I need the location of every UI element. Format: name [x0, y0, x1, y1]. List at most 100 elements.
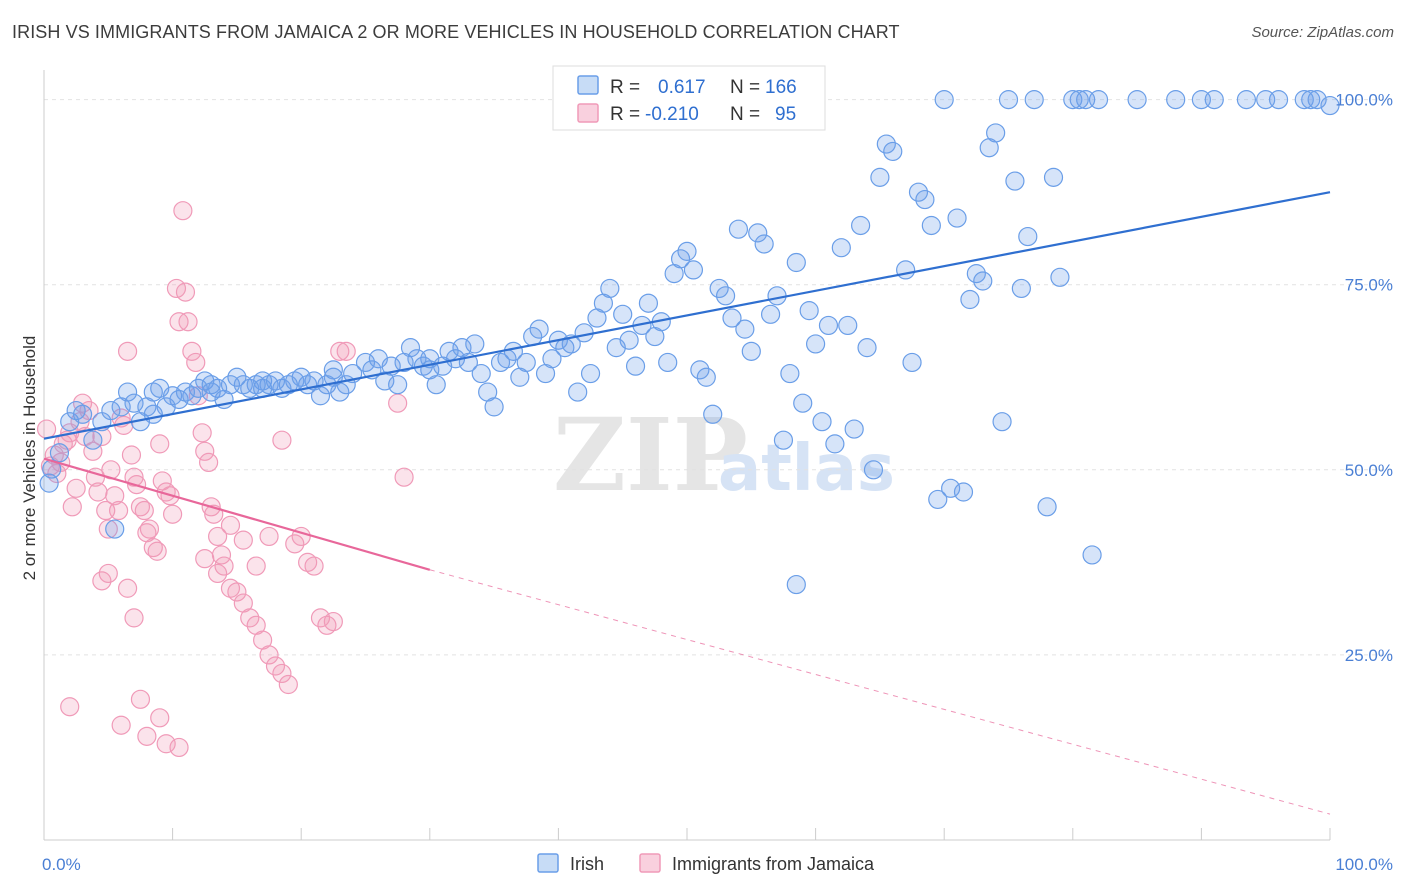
- irish-point-37: [291, 367, 311, 387]
- jamaica-point-69: [304, 556, 324, 576]
- jamaica-point-62: [259, 645, 279, 665]
- irish-point-141: [973, 271, 993, 291]
- irish-point-150: [1037, 497, 1057, 517]
- irish-point-119: [825, 434, 845, 454]
- jamaica-point-22: [108, 500, 129, 521]
- jamaica-point-33: [143, 537, 163, 558]
- irish-point-18: [169, 389, 189, 410]
- jamaica-point-21: [105, 486, 125, 506]
- jamaica-point-78: [111, 715, 131, 735]
- legend-jamaica-n-label: N =: [730, 104, 760, 125]
- irish-point-169: [786, 574, 806, 595]
- irish-point-90: [638, 293, 659, 313]
- irish-point-101: [709, 278, 729, 299]
- jamaica-point-9: [66, 478, 86, 498]
- jamaica-point-25: [117, 341, 138, 361]
- irish-point-73: [529, 319, 549, 339]
- legend-jamaica-r-value: -0.210: [645, 104, 699, 125]
- jamaica-point-19: [98, 519, 118, 539]
- jamaica-point-42: [173, 201, 193, 221]
- irish-point-81: [580, 363, 601, 384]
- x-tick-label-1: 100.0%: [1335, 855, 1393, 874]
- jamaica-point-77: [60, 697, 80, 717]
- irish-point-164: [1268, 90, 1289, 110]
- y-tick-label-1: 50.0%: [1345, 461, 1393, 480]
- irish-point-121: [838, 315, 858, 336]
- irish-point-11: [124, 393, 144, 413]
- irish-point-127: [876, 134, 896, 154]
- jamaica-points: [36, 201, 414, 758]
- irish-point-106: [741, 341, 761, 361]
- irish-point-172: [201, 382, 221, 402]
- irish-point-140: [966, 264, 986, 284]
- irish-point-128: [883, 141, 903, 162]
- irish-point-71: [516, 352, 536, 373]
- irish-point-75: [542, 349, 562, 369]
- irish-point-151: [1043, 167, 1064, 187]
- chart-title: IRISH VS IMMIGRANTS FROM JAMAICA 2 OR MO…: [12, 22, 900, 42]
- legend-irish-r-value: 0.617: [658, 77, 706, 98]
- irish-point-158: [1127, 90, 1147, 110]
- jamaica-point-91: [233, 530, 253, 550]
- irish-point-79: [568, 382, 588, 402]
- irish-point-118: [818, 315, 839, 336]
- jamaica-point-36: [152, 471, 172, 491]
- irish-point-63: [465, 334, 485, 354]
- y-tick-label-2: 75.0%: [1345, 276, 1393, 295]
- jamaica-point-50: [199, 452, 219, 473]
- jamaica-point-55: [214, 556, 234, 576]
- irish-point-87: [619, 330, 639, 350]
- irish-point-149: [1024, 90, 1044, 110]
- irish-point-133: [921, 215, 941, 236]
- irish-point-10: [117, 382, 138, 402]
- irish-point-2: [49, 443, 70, 463]
- irish-point-93: [658, 352, 678, 373]
- jamaica-point-87: [124, 608, 144, 628]
- jamaica-point-90: [220, 515, 241, 535]
- jamaica-point-27: [124, 467, 144, 487]
- irish-point-84: [600, 278, 620, 299]
- jamaica-point-49: [195, 441, 215, 461]
- jamaica-point-46: [186, 352, 206, 373]
- irish-point-161: [1204, 90, 1224, 110]
- chart-source: Source: ZipAtlas.com: [1251, 24, 1394, 41]
- irish-point-103: [722, 308, 742, 328]
- trend-lines: [43, 191, 1331, 815]
- irish-point-129: [896, 260, 916, 280]
- jamaica-point-66: [285, 534, 305, 554]
- jamaica-point-89: [208, 563, 228, 584]
- jamaica-point-26: [121, 445, 142, 465]
- irish-point-159: [1166, 90, 1186, 110]
- irish-point-174: [323, 360, 343, 380]
- irish-point-113: [786, 252, 806, 273]
- jamaica-point-74: [336, 341, 356, 361]
- legend-irish-n-value: 166: [765, 77, 797, 98]
- irish-point-111: [773, 430, 794, 450]
- jamaica-point-84: [92, 571, 112, 591]
- bottom-legend-irish-label: Irish: [570, 854, 604, 874]
- jamaica-point-75: [388, 393, 408, 413]
- jamaica-point-80: [137, 726, 157, 746]
- jamaica-point-88: [195, 549, 215, 569]
- jamaica-trend-extension: [429, 569, 1331, 815]
- irish-point-53: [400, 338, 421, 358]
- jamaica-trend-line: [43, 457, 431, 571]
- jamaica-point-44: [178, 312, 198, 332]
- irish-point-170: [105, 519, 125, 539]
- irish-point-145: [998, 90, 1019, 110]
- irish-point-8: [101, 400, 121, 421]
- jamaica-point-39: [163, 504, 183, 524]
- jamaica-point-14: [83, 441, 103, 461]
- irish-point-5: [72, 404, 93, 424]
- irish-point-107: [748, 223, 768, 243]
- irish-point-168: [1320, 95, 1340, 116]
- bottom-legend-jamaica-label: Immigrants from Jamaica: [672, 854, 875, 874]
- irish-point-117: [812, 412, 832, 432]
- jamaica-point-57: [227, 582, 247, 602]
- irish-point-134: [928, 489, 948, 510]
- irish-point-86: [613, 304, 633, 324]
- irish-point-143: [986, 123, 1006, 143]
- irish-point-99: [696, 367, 716, 387]
- legend-box: R = 0.617 N = 166 R = -0.210 N = 95: [552, 65, 826, 131]
- y-axis-label: 2 or more Vehicles in Household: [20, 336, 39, 581]
